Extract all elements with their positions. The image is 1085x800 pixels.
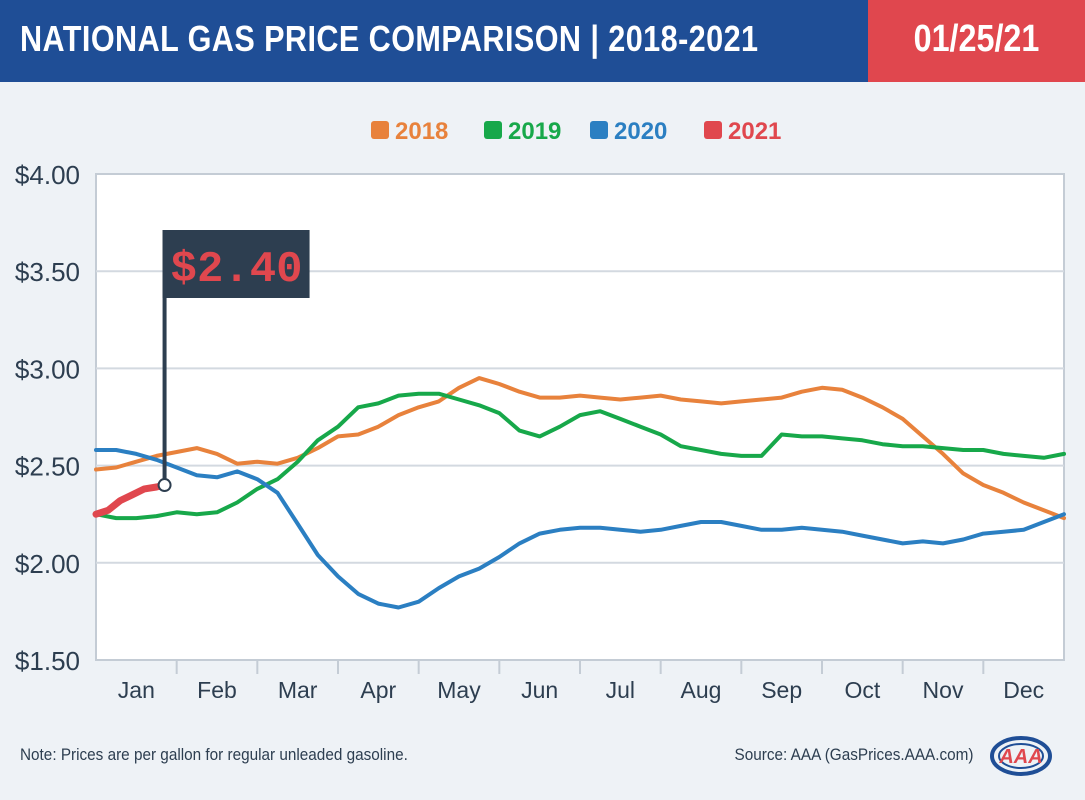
legend: 2018 2019 2020 2021 — [371, 118, 781, 145]
footnote: Note: Prices are per gallon for regular … — [20, 745, 408, 764]
series-line-2019 — [94, 391, 1066, 521]
series-line-2020 — [94, 448, 1066, 610]
x-axis-ticks: Jan Feb Mar Apr May Jun Jul Aug Sep Oct Nov Dec — [118, 660, 1044, 703]
header: NATIONAL GAS PRICE COMPARISON | 2018-202… — [0, 0, 1085, 82]
aaa-logo-text: AAA — [998, 746, 1042, 768]
legend-swatch-2019 — [484, 121, 502, 139]
source-text: Source: AAA (GasPrices.AAA.com) — [734, 745, 973, 764]
price-flag: $2.40 — [157, 230, 310, 493]
aaa-logo: AAA — [990, 736, 1052, 776]
x-tick-label: Nov — [923, 677, 964, 703]
title-bar: NATIONAL GAS PRICE COMPARISON | 2018-202… — [0, 0, 868, 82]
legend-swatch-2018 — [371, 121, 389, 139]
x-tick-label: May — [437, 677, 481, 703]
y-tick-label: $3.00 — [15, 354, 80, 384]
y-tick-label: $2.50 — [15, 452, 80, 482]
legend-label-2020: 2020 — [614, 118, 667, 145]
chart: 2018 2019 2020 2021 $4.00 $3.50 $3.00 $2.50… — [15, 118, 1066, 703]
x-tick-label: Jan — [118, 677, 155, 703]
x-tick-label: Oct — [844, 677, 880, 703]
legend-item-2020: 2020 — [590, 118, 667, 145]
series-line-2021 — [92, 481, 169, 518]
x-tick-label: Jul — [606, 677, 635, 703]
legend-item-2019: 2019 — [484, 118, 561, 145]
chart-date: 01/25/21 — [913, 18, 1040, 60]
flag-box — [162, 230, 310, 298]
y-tick-label: $1.50 — [15, 646, 80, 676]
x-tick-label: Apr — [360, 677, 396, 703]
y-tick-label: $3.50 — [15, 257, 80, 287]
legend-label-2019: 2019 — [508, 118, 561, 145]
legend-label-2018: 2018 — [395, 118, 448, 145]
x-tick-label: Mar — [278, 677, 318, 703]
legend-item-2021: 2021 — [704, 118, 781, 145]
aaa-logo-inner-ring — [998, 743, 1044, 769]
y-tick-label: $4.00 — [15, 160, 80, 190]
date-bar: 01/25/21 — [868, 0, 1085, 82]
series-lines — [92, 376, 1066, 610]
x-tick-label: Jun — [521, 677, 558, 703]
flag-price-label: $2.40 — [171, 245, 303, 295]
x-tick-label: Sep — [761, 677, 802, 703]
y-axis-ticks: $4.00 $3.50 $3.00 $2.50 $2.00 $1.50 — [15, 160, 80, 676]
aaa-logo-outer-ring — [990, 736, 1052, 776]
x-tick-label: Aug — [681, 677, 722, 703]
series-line-2018 — [94, 376, 1066, 521]
legend-item-2018: 2018 — [371, 118, 448, 145]
y-tick-label: $2.00 — [15, 549, 80, 579]
legend-label-2021: 2021 — [728, 118, 781, 145]
legend-swatch-2021 — [704, 121, 722, 139]
x-tick-label: Feb — [197, 677, 237, 703]
legend-swatch-2020 — [590, 121, 608, 139]
x-tick-label: Dec — [1003, 677, 1044, 703]
chart-title: NATIONAL GAS PRICE COMPARISON | 2018-202… — [20, 18, 759, 59]
flag-point-marker — [157, 478, 172, 493]
